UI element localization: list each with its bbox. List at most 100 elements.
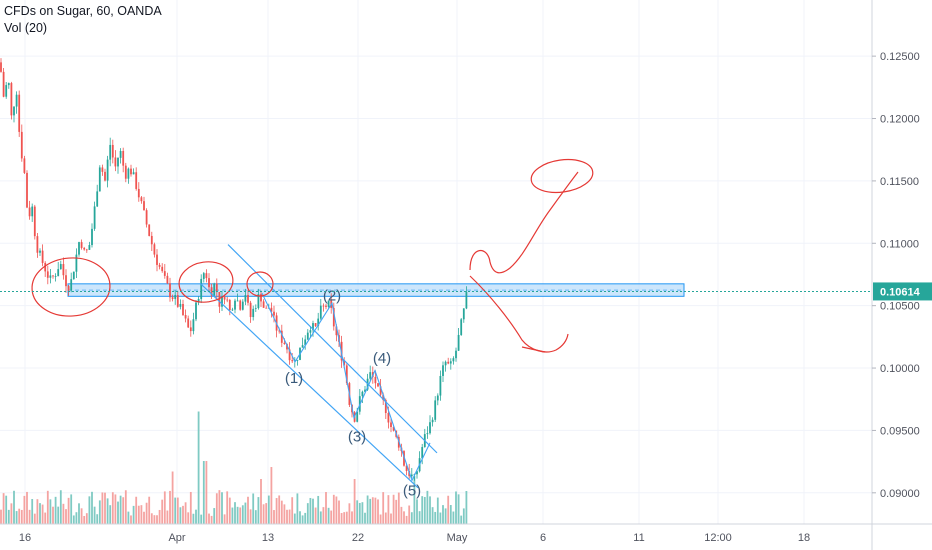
candle-body [179, 303, 182, 307]
candle-body [166, 275, 169, 284]
volume-bar [119, 495, 122, 524]
candle-body [33, 206, 36, 237]
volume-bar [247, 496, 249, 524]
candle-body [57, 269, 60, 277]
volume-bar [106, 498, 109, 524]
volume-bar [221, 492, 223, 524]
circle-annotation[interactable] [30, 255, 112, 318]
candle-body [174, 295, 177, 299]
volume-bar [184, 502, 187, 524]
volume-bar [156, 515, 158, 524]
candle-body [455, 350, 457, 359]
resistance-zone[interactable] [67, 283, 685, 297]
volume-bar [124, 490, 127, 524]
volume-bar [189, 491, 192, 524]
candle-body [184, 315, 187, 319]
time-axis[interactable]: 16 Apr 13 22 May 6 11 12:00 18 [19, 532, 810, 544]
candle-body [439, 375, 442, 396]
candle-body [345, 365, 348, 384]
candle-body [405, 465, 408, 471]
candle-body [127, 168, 130, 179]
volume-bar [374, 497, 377, 524]
elliott-wave[interactable]: (1) (2) (3) (4) (5) [261, 288, 431, 500]
volume-bar [145, 502, 148, 524]
wave-path[interactable] [261, 292, 431, 482]
volume-bar [327, 507, 330, 524]
volume-bar [28, 509, 31, 524]
y-tick-label: 0.09000 [880, 488, 920, 500]
candle-body [218, 292, 221, 307]
volume-bar [174, 497, 177, 524]
descending-channel[interactable] [199, 244, 438, 489]
volume-bar [338, 500, 340, 524]
circle-annotation[interactable] [176, 258, 235, 305]
circle-annotation[interactable] [246, 271, 274, 297]
volume-bar [442, 505, 444, 524]
volume-bar [62, 503, 65, 524]
volume-bar [275, 498, 278, 524]
wave-label: (4) [373, 350, 391, 367]
volume-bar [309, 497, 312, 524]
candle-body [182, 303, 184, 316]
volume-bar [104, 492, 106, 524]
candle-body [288, 349, 291, 361]
volume-bar [148, 496, 151, 524]
volume-bar [93, 506, 96, 524]
candle-body [187, 318, 190, 328]
candle-body [442, 365, 444, 376]
candle-body [332, 307, 335, 327]
volume-bar [314, 507, 317, 524]
channel-lower-line[interactable] [199, 282, 419, 489]
x-tick-label: 11 [633, 532, 644, 544]
volume-bar [335, 496, 338, 524]
x-tick-label: 18 [798, 532, 810, 544]
candle-body [387, 412, 390, 423]
volume-bar [254, 510, 257, 524]
volume-bar [223, 514, 226, 524]
candle-body [54, 276, 57, 277]
volume-indicator-label[interactable]: Vol (20) [4, 21, 48, 35]
volume-bar [236, 506, 239, 524]
volume-bar [54, 496, 57, 524]
channel-upper-line[interactable] [227, 244, 438, 454]
candle-body [457, 334, 460, 351]
candle-body [2, 71, 5, 97]
volume-bars [0, 411, 468, 524]
candle-body [436, 395, 439, 401]
candle-body [254, 308, 257, 309]
candle-body [122, 150, 125, 166]
candle-body [260, 294, 262, 302]
volume-bar [7, 509, 10, 524]
candle-body [18, 94, 21, 132]
candle-body [176, 295, 179, 307]
volume-bar [88, 496, 91, 524]
volume-bar [436, 497, 439, 524]
volume-bar [49, 499, 52, 524]
volume-bar [410, 512, 413, 524]
candle-body [356, 411, 359, 422]
x-tick-label: 12:00 [704, 532, 732, 544]
candle-body [210, 287, 213, 296]
target-circle-annotation[interactable] [529, 156, 595, 196]
volume-bar [416, 499, 418, 524]
candle-body [98, 167, 101, 192]
volume-bar [52, 506, 54, 524]
candle-body [7, 83, 10, 86]
volume-bar [286, 509, 288, 524]
volume-bar [85, 513, 88, 524]
candle-body [140, 197, 143, 202]
candle-body [273, 311, 275, 316]
candle-body [65, 275, 67, 287]
price-axis[interactable]: 0.12500 0.12000 0.11500 0.11000 0.10500 0.100… [872, 51, 932, 500]
bullish-path-arrow[interactable] [469, 171, 579, 274]
volume-bar [18, 508, 21, 524]
x-tick-label: 16 [19, 532, 31, 544]
hand-drawn-annotations[interactable] [30, 156, 595, 353]
x-tick-label: May [447, 532, 468, 544]
volume-bar [182, 505, 184, 524]
volume-bar [283, 504, 286, 524]
y-tick-label: 0.10000 [880, 363, 920, 375]
symbol-title[interactable]: CFDs on Sugar, 60, OANDA [4, 4, 162, 18]
volume-bar [140, 505, 143, 524]
